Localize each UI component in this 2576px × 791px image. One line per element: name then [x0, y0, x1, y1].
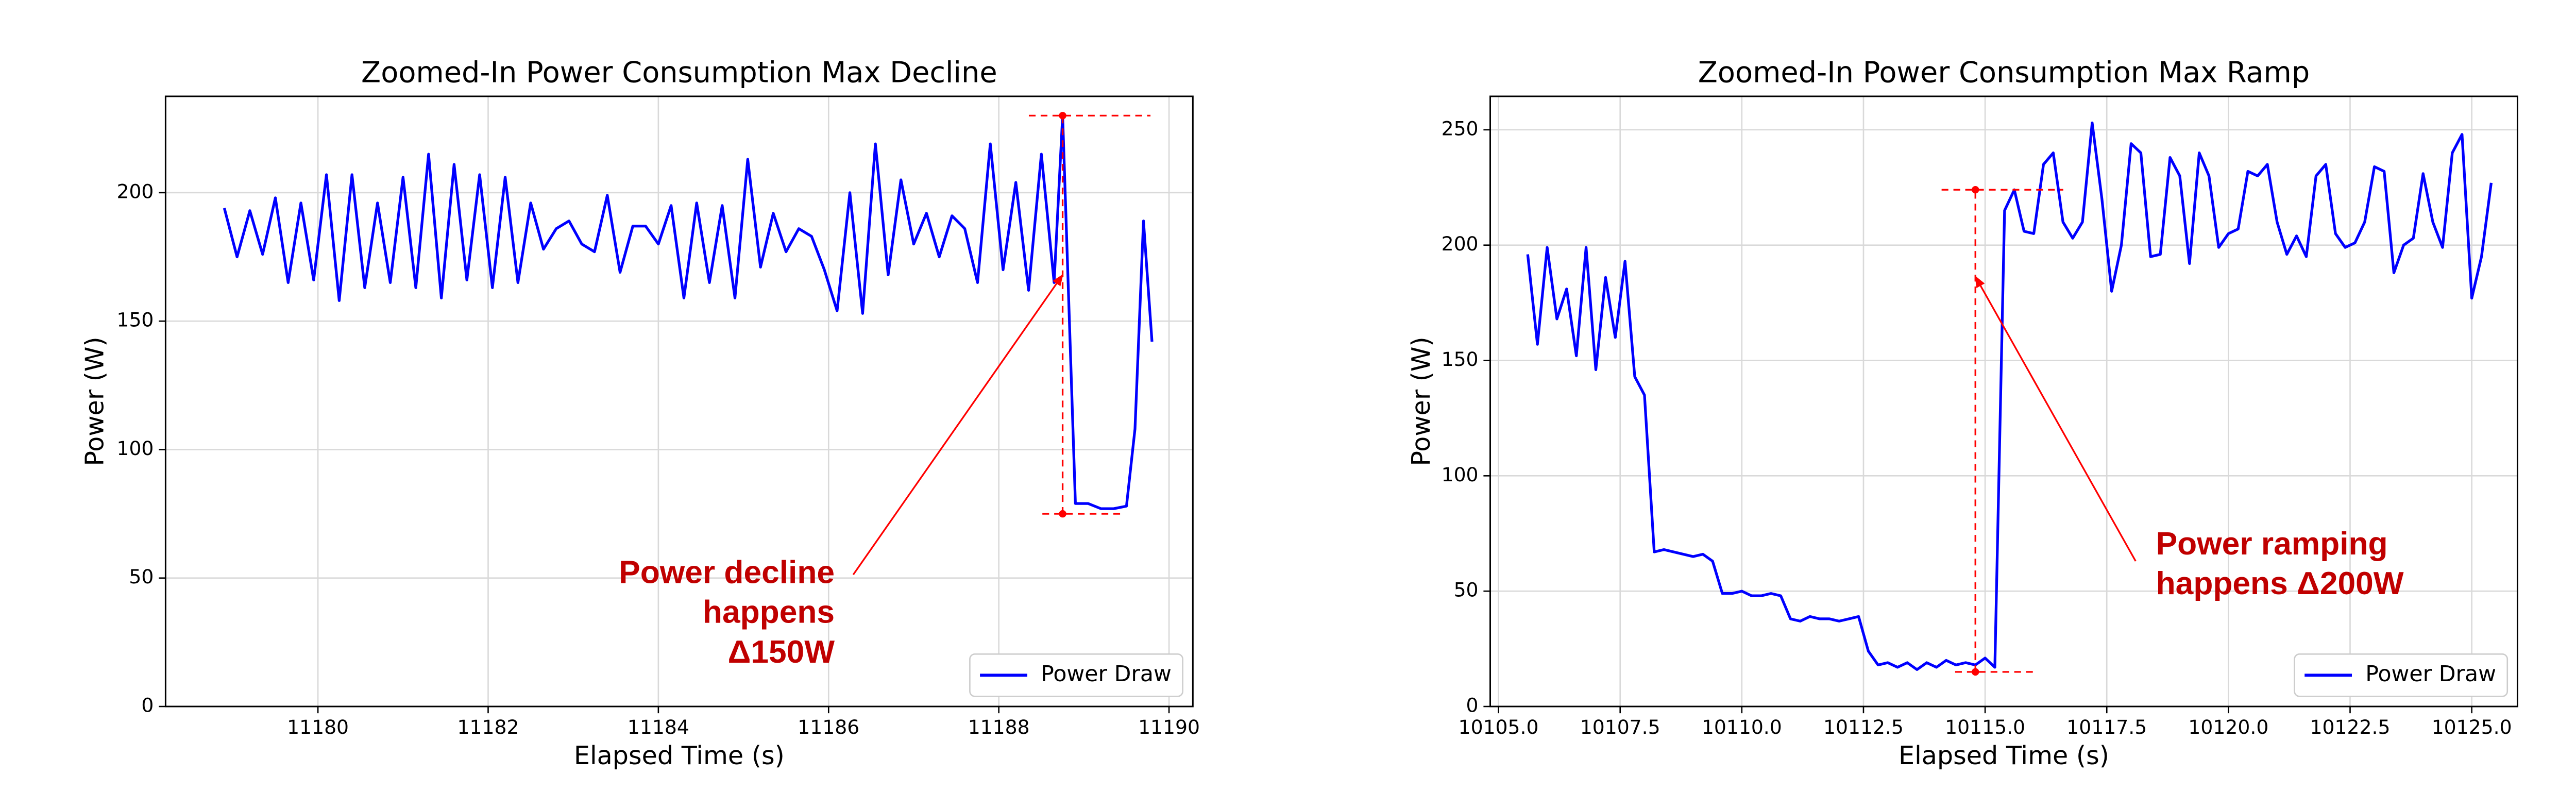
x-tick-label: 10107.5: [1580, 716, 1660, 738]
annotation-text: Power decline: [619, 555, 835, 591]
y-axis-label: Power (W): [1406, 336, 1436, 466]
y-tick-label: 200: [116, 180, 154, 203]
y-tick-label: 100: [1442, 463, 1479, 486]
x-tick-label: 11180: [287, 716, 349, 738]
x-tick-label: 10120.0: [2188, 716, 2268, 738]
delta-end: [1059, 510, 1066, 518]
y-tick-label: 200: [1442, 232, 1479, 255]
y-tick-label: 0: [141, 694, 154, 717]
legend-label: Power Draw: [2365, 661, 2496, 687]
x-tick-label: 10125.0: [2432, 716, 2512, 738]
y-axis-label: Power (W): [79, 336, 109, 466]
annotation-arrow: [852, 274, 1063, 576]
x-tick-label: 10110.0: [1702, 716, 1782, 738]
chart-title: Zoomed-In Power Consumption Max Ramp: [1698, 56, 2310, 89]
annotation-text: Power ramping: [2156, 526, 2388, 562]
x-tick-label: 10117.5: [2066, 716, 2147, 738]
annotation-text: Δ150W: [728, 634, 835, 670]
data-line: [223, 114, 1154, 510]
y-tick-label: 250: [1442, 117, 1479, 140]
delta-end: [1059, 112, 1066, 120]
annotation-arrow: [1974, 275, 2137, 562]
y-tick-label: 100: [116, 437, 154, 460]
x-tick-label: 11190: [1138, 716, 1200, 738]
chart-title: Zoomed-In Power Consumption Max Decline: [361, 56, 997, 89]
legend-box: [2294, 653, 2509, 697]
x-tick-label: 10122.5: [2310, 716, 2391, 738]
x-tick-label: 11186: [798, 716, 859, 738]
delta-end: [1972, 668, 1979, 676]
x-tick-label: 11182: [457, 716, 519, 738]
plot-frame: [1489, 95, 2518, 708]
y-tick-label: 50: [1454, 579, 1479, 601]
plot-frame: [164, 95, 1194, 708]
x-tick-label: 10105.0: [1459, 716, 1539, 738]
x-tick-label: 10112.5: [1823, 716, 1904, 738]
x-axis-label: Elapsed Time (s): [1899, 740, 2109, 770]
data-line: [1526, 121, 2493, 671]
annotation-text: happens: [703, 595, 835, 630]
y-tick-label: 150: [116, 309, 154, 331]
x-tick-label: 10115.0: [1945, 716, 2025, 738]
x-axis-label: Elapsed Time (s): [574, 740, 785, 770]
x-tick-label: 11188: [968, 716, 1030, 738]
chart: Zoomed-In Power Consumption Max Ramp 0 50 1…: [1406, 56, 2518, 770]
y-tick-label: 150: [1442, 348, 1479, 371]
legend-label: Power Draw: [1041, 661, 1172, 687]
x-tick-label: 11184: [628, 716, 689, 738]
annotation-text: happens Δ200W: [2156, 566, 2404, 601]
y-tick-label: 50: [129, 565, 154, 588]
legend-box: [969, 653, 1183, 697]
chart: Zoomed-In Power Consumption Max Decline 0…: [79, 56, 1200, 770]
delta-end: [1972, 186, 1979, 194]
y-tick-label: 0: [1466, 694, 1479, 717]
